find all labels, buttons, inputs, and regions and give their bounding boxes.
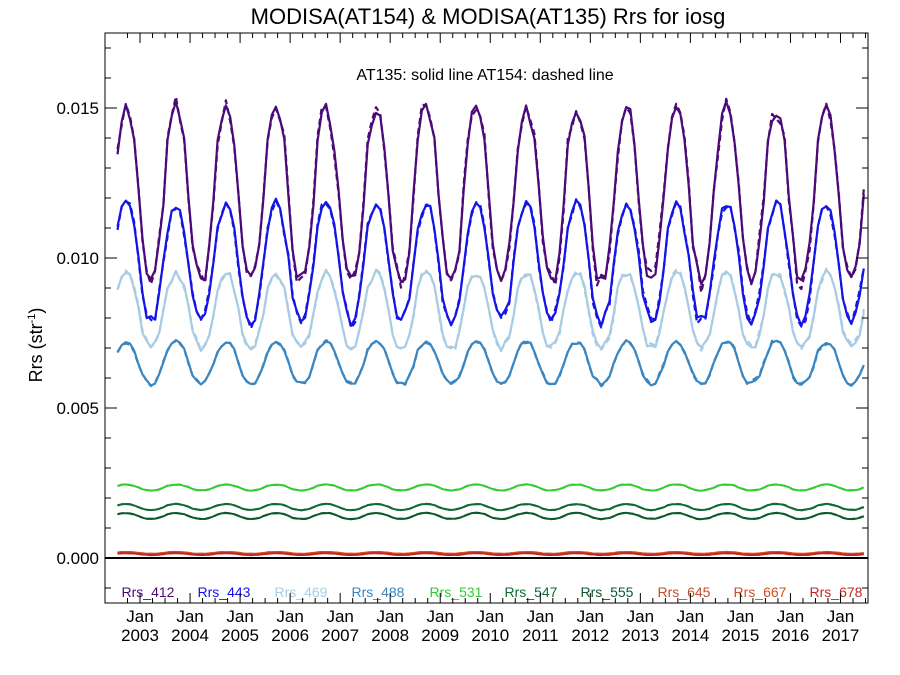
x-tick-label-month: Jan — [727, 607, 754, 626]
series-line-solid — [117, 550, 864, 555]
series-Rrs_412 — [116, 95, 865, 294]
x-tick-label-month: Jan — [276, 607, 303, 626]
plot-area — [105, 95, 868, 559]
x-tick-label-year: 2010 — [471, 626, 509, 645]
series-line-solid — [116, 100, 865, 286]
x-tick-label-month: Jan — [226, 607, 253, 626]
x-tick-label-year: 2013 — [621, 626, 659, 645]
legend-item: Rrs_412 — [122, 584, 175, 600]
y-tick-label: 0.015 — [56, 99, 99, 118]
x-tick-label-year: 2015 — [722, 626, 760, 645]
x-tick-label-month: Jan — [427, 607, 454, 626]
x-tick-label-year: 2003 — [121, 626, 159, 645]
y-axis-label-close: ) — [26, 308, 46, 314]
y-tick-label: 0.005 — [56, 399, 99, 418]
y-axis-label-sup: -1 — [26, 314, 38, 324]
x-tick-label-month: Jan — [527, 607, 554, 626]
series-Rrs_469 — [116, 267, 865, 353]
series-line-solid — [117, 502, 865, 512]
chart-annotation: AT135: solid line AT154: dashed line — [356, 67, 613, 84]
x-tick-label-year: 2008 — [371, 626, 409, 645]
legend-item: Rrs_531 — [430, 584, 483, 600]
x-axis: Jan2003Jan2004Jan2005Jan2006Jan2007Jan20… — [121, 33, 866, 645]
series-line-solid — [116, 268, 865, 353]
y-axis: 0.000 0.005 0.010 0.015 — [56, 47, 868, 589]
series-Rrs_531 — [117, 483, 865, 492]
x-tick-label-year: 2012 — [571, 626, 609, 645]
series-line-dashed — [116, 95, 865, 294]
x-tick-label-month: Jan — [376, 607, 403, 626]
y-tick-label: 0.010 — [56, 249, 99, 268]
series-Rrs_443 — [116, 197, 865, 330]
y-axis-label: Rrs (str-1) — [26, 308, 46, 383]
series-Rrs_488 — [116, 339, 865, 388]
x-tick-label-month: Jan — [477, 607, 504, 626]
x-tick-label-year: 2011 — [522, 626, 559, 645]
legend-item: Rrs_469 — [275, 584, 328, 600]
series-line-solid — [117, 511, 865, 521]
chart-title: MODISA(AT154) & MODISA(AT135) Rrs for io… — [251, 4, 726, 29]
series-line-solid — [116, 339, 865, 387]
x-tick-label-month: Jan — [827, 607, 854, 626]
legend-item: Rrs_667 — [734, 584, 787, 600]
series-line-solid — [116, 197, 865, 327]
legend-item: Rrs_488 — [352, 584, 405, 600]
legend-item: Rrs_443 — [198, 584, 251, 600]
legend-item: Rrs_678 — [810, 584, 863, 600]
series-line-solid — [117, 552, 864, 557]
x-tick-label-month: Jan — [176, 607, 203, 626]
x-tick-label-year: 2006 — [271, 626, 309, 645]
plot-frame — [104, 32, 869, 604]
x-tick-label-year: 2009 — [421, 626, 459, 645]
y-tick-label: 0.000 — [56, 549, 99, 568]
x-tick-label-year: 2014 — [671, 626, 709, 645]
x-tick-label-month: Jan — [777, 607, 804, 626]
legend-item: Rrs_645 — [658, 584, 711, 600]
x-tick-label-month: Jan — [627, 607, 654, 626]
series-Rrs_547 — [117, 502, 865, 512]
x-tick-label-year: 2007 — [321, 626, 359, 645]
x-tick-label-year: 2016 — [772, 626, 810, 645]
series-line-solid — [117, 483, 865, 492]
x-tick-label-month: Jan — [126, 607, 153, 626]
legend-item: Rrs_555 — [581, 584, 634, 600]
x-tick-label-year: 2017 — [822, 626, 860, 645]
x-tick-label-month: Jan — [677, 607, 704, 626]
x-tick-label-month: Jan — [577, 607, 604, 626]
x-tick-label-year: 2005 — [221, 626, 259, 645]
series-Rrs_555 — [117, 511, 865, 521]
legend-item: Rrs_547 — [505, 584, 558, 600]
series-Rrs_678 — [117, 552, 864, 557]
y-axis-label-main: Rrs (str — [26, 323, 46, 382]
x-tick-label-month: Jan — [326, 607, 353, 626]
x-tick-label-year: 2004 — [171, 626, 209, 645]
legend: Rrs_412 Rrs_443 Rrs_469 Rrs_488 Rrs_531 Rrs_5… — [122, 584, 863, 600]
